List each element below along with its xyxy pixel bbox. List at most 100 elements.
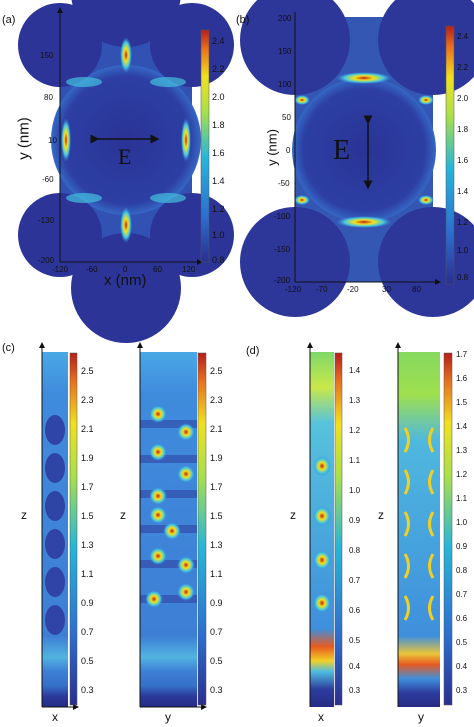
colorbar-d-left-tick: 1.1: [349, 456, 361, 465]
colorbar-d-left: [334, 352, 343, 706]
colorbar-a-tick: 1.6: [212, 148, 225, 158]
panel-b-ytick: -200: [274, 276, 291, 285]
panel-c-zlabel-right: z: [120, 508, 126, 522]
colorbar-d-right-tick: 1.6: [456, 374, 468, 383]
panel-b-ylabel: y (nm): [264, 129, 280, 166]
colorbar-c-left-tick: 1.7: [81, 482, 94, 492]
colorbar-c-right-tick: 1.7: [210, 482, 223, 492]
colorbar-a: [200, 29, 210, 263]
colorbar-c-right-tick: 1.9: [210, 453, 223, 463]
colorbar-b-tick: 1.6: [457, 156, 469, 165]
panel-c-right-strip: [140, 352, 197, 707]
colorbar-d-right-tick: 0.3: [456, 686, 468, 695]
colorbar-b-tick: 2.2: [457, 63, 469, 72]
colorbar-d-left-tick: 0.5: [349, 636, 361, 645]
colorbar-a-tick: 1.0: [212, 230, 225, 240]
panel-a-xtick: 0: [123, 265, 128, 274]
colorbar-b-tick: 0.8: [457, 273, 469, 282]
panel-b-ytick: 200: [278, 14, 292, 23]
panel-a-ytick: -200: [38, 256, 55, 265]
colorbar-d-right-tick: 1.4: [456, 422, 468, 431]
colorbar-c-left-tick: 0.7: [81, 627, 94, 637]
colorbar-d-left-tick: 0.9: [349, 516, 361, 525]
panel-a-field-label: E: [118, 144, 132, 169]
panel-a-ytick: 150: [40, 51, 54, 60]
colorbar-d-left-tick: 0.8: [349, 546, 361, 555]
colorbar-c-left-tick: 1.3: [81, 540, 94, 550]
colorbar-c-left-tick: 2.3: [81, 395, 94, 405]
panel-a-xtick: 60: [153, 265, 162, 274]
panel-a-xtick: -60: [86, 265, 98, 274]
panel-label-d: (d): [246, 345, 260, 357]
panel-b-xtick: 80: [412, 285, 421, 294]
colorbar-b-tick: 1.0: [457, 246, 469, 255]
panel-b-field-label: E: [333, 135, 351, 166]
colorbar-c-right-tick: 0.7: [210, 627, 223, 637]
colorbar-c-left-tick: 1.5: [81, 511, 94, 521]
panel-a-ylabel: y (nm): [15, 117, 33, 160]
colorbar-d-left-tick: 1.2: [349, 426, 361, 435]
colorbar-a-tick: 2.2: [212, 64, 225, 74]
colorbar-d-right-tick: 0.6: [456, 614, 468, 623]
colorbar-d-left-tick: 1.4: [349, 366, 361, 375]
colorbar-a-tick: 1.8: [212, 120, 225, 130]
colorbar-d-left-tick: 0.7: [349, 576, 361, 585]
panel-b-xtick: -120: [285, 285, 302, 294]
panel-c-left-strip: [42, 352, 68, 707]
colorbar-d-right-tick: 0.7: [456, 590, 468, 599]
colorbar-c-right: [197, 352, 207, 706]
colorbar-b-tick: 1.2: [457, 218, 469, 227]
colorbar-c-right-tick: 0.5: [210, 656, 223, 666]
colorbar-b-tick: 1.8: [457, 125, 469, 134]
colorbar-d-right-tick: 0.8: [456, 566, 468, 575]
panel-d-zlabel-right: z: [378, 508, 384, 522]
colorbar-d-right-tick: 1.7: [456, 350, 468, 359]
colorbar-d-left-tick: 0.6: [349, 606, 361, 615]
colorbar-c-left: [69, 352, 78, 706]
colorbar-a-tick: 1.2: [212, 204, 225, 214]
colorbar-b-tick: 1.4: [457, 187, 469, 196]
colorbar-c-right-tick: 1.3: [210, 540, 223, 550]
colorbar-c-right-tick: 0.3: [210, 685, 223, 695]
panel-b-ytick: 50: [282, 113, 291, 122]
panel-b-ytick: 0: [286, 146, 291, 155]
panel-b-xtick: -70: [316, 285, 328, 294]
colorbar-c-right-tick: 2.3: [210, 395, 223, 405]
colorbar-c-left-tick: 0.5: [81, 656, 94, 666]
colorbar-c-right-tick: 2.1: [210, 424, 223, 434]
colorbar-c-left-tick: 0.9: [81, 598, 94, 608]
colorbar-d-right-tick: 1.5: [456, 398, 468, 407]
colorbar-d-right-tick: 0.5: [456, 638, 468, 647]
colorbar-b: [445, 25, 455, 285]
panel-a-ytick: 10: [48, 136, 57, 145]
panel-c-right-xlabel: y: [165, 710, 171, 724]
panel-b-xtick: -20: [347, 285, 359, 294]
panel-label-a: (a): [2, 14, 16, 26]
panel-a-xtick: -120: [52, 265, 69, 274]
panel-a-ytick: -130: [38, 216, 55, 225]
colorbar-d-left-tick: 1.0: [349, 486, 361, 495]
colorbar-c-right-tick: 2.5: [210, 366, 223, 376]
colorbar-d-right-tick: 1.1: [456, 494, 468, 503]
panel-b-ytick: 150: [278, 47, 292, 56]
panel-b-ytick: -50: [278, 179, 290, 188]
panel-b-ytick: -150: [274, 245, 291, 254]
colorbar-c-left-tick: 2.5: [81, 366, 94, 376]
colorbar-a-tick: 0.8: [212, 255, 225, 265]
colorbar-c-right-tick: 0.9: [210, 598, 223, 608]
panel-d-left-xlabel: x: [318, 710, 324, 724]
colorbar-d-right-tick: 0.9: [456, 542, 468, 551]
colorbar-a-tick: 1.4: [212, 176, 225, 186]
colorbar-a-tick: 2.4: [212, 36, 225, 46]
panel-c-left-xlabel: x: [52, 710, 58, 724]
panel-a-ytick: -60: [42, 175, 54, 184]
colorbar-d-right-tick: 1.0: [456, 518, 468, 527]
colorbar-c-right-tick: 1.5: [210, 511, 223, 521]
panel-b-ytick: -100: [274, 212, 291, 221]
panel-c-zlabel-left: z: [21, 508, 27, 522]
colorbar-c-left-tick: 1.9: [81, 453, 94, 463]
panel-a-xtick: 120: [182, 265, 196, 274]
colorbar-b-tick: 2.0: [457, 94, 469, 103]
colorbar-c-left-tick: 1.1: [81, 569, 94, 579]
